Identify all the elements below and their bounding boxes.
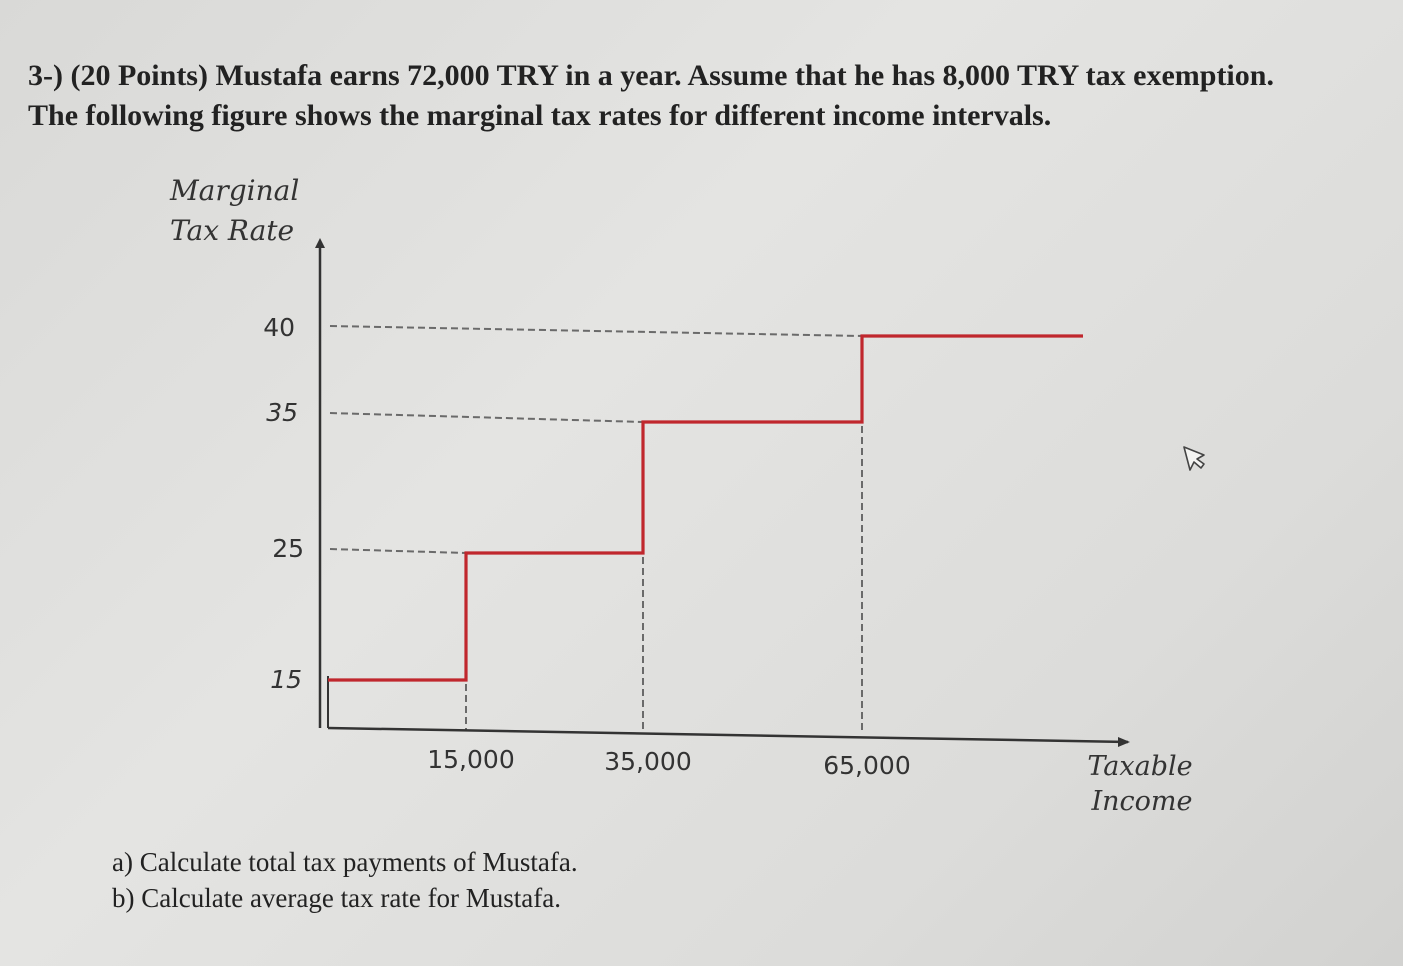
x-tick-label: 35,000: [604, 747, 691, 776]
question-line-2: The following figure shows the marginal …: [28, 99, 1052, 132]
chart-axes: [315, 238, 1130, 747]
marginal-rate-step-line: [328, 334, 1083, 682]
y-tick-label: 25: [272, 534, 304, 563]
subquestion-b: b) Calculate average tax rate for Mustaf…: [112, 883, 562, 913]
x-axis-label-line-2: Income: [1090, 786, 1192, 817]
subquestion-a: a) Calculate total tax payments of Musta…: [112, 847, 578, 877]
x-tick-label: 65,000: [823, 751, 910, 780]
guide-line-horizontal: [329, 412, 644, 423]
y-axis-label-line-2: Tax Rate: [170, 214, 294, 247]
question-text: 3-) (20 Points) Mustafa earns 72,000 TRY…: [28, 56, 1388, 136]
subquestions: a) Calculate total tax payments of Musta…: [112, 844, 578, 916]
y-tick-label: 40: [263, 313, 295, 342]
y-tick-label: 35: [266, 398, 298, 427]
y-axis-label-line-1: Marginal: [169, 174, 299, 207]
x-tick-label: 15,000: [427, 745, 514, 774]
x-axis-arrow: [1118, 737, 1130, 747]
chart-labels: Marginal Tax Rate 40 35 25 15 15,000 35,…: [169, 174, 1193, 817]
x-axis-line: [327, 726, 1129, 744]
x-axis-label-line-1: Taxable: [1087, 751, 1192, 782]
question-line-1: 3-) (20 Points) Mustafa earns 72,000 TRY…: [28, 59, 1274, 92]
mouse-cursor-icon: [1183, 446, 1205, 471]
y-tick-label: 15: [270, 665, 302, 694]
guide-line-horizontal: [329, 325, 863, 337]
guide-line-horizontal: [329, 548, 467, 554]
tax-step-series: [328, 334, 1083, 682]
guide-lines: [329, 325, 863, 730]
y-axis-arrow: [315, 238, 325, 248]
